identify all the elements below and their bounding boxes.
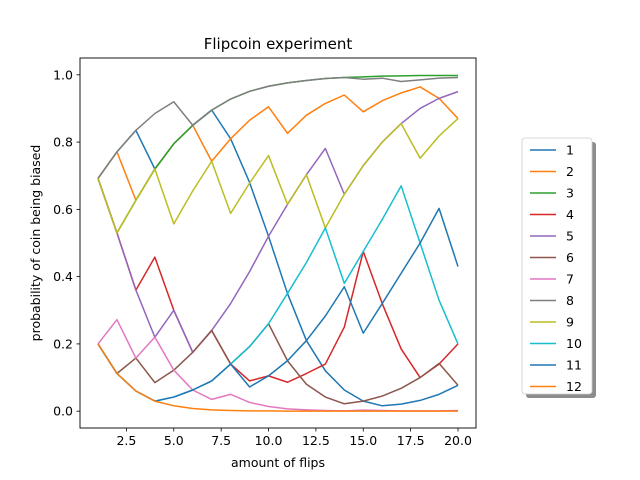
x-tick-label: 2.5: [116, 433, 136, 448]
legend-label-12: 12: [566, 379, 582, 394]
x-axis: 2.5 5.0 7.5 10.0 12.5 15.0 17.5 20.0: [116, 428, 472, 448]
series-line-4: [97, 178, 459, 383]
series-line-9: [97, 117, 459, 234]
legend-label-2: 2: [566, 164, 574, 179]
series-line-5: [97, 90, 459, 354]
y-axis: 0.0 0.2 0.4 0.6 0.8 1.0: [53, 67, 80, 419]
series-line-11: [97, 207, 459, 402]
x-tick-label: 12.5: [302, 433, 330, 448]
legend-label-11: 11: [566, 358, 582, 373]
y-axis-label: probability of coin being biased: [28, 145, 43, 342]
y-tick-label: 0.4: [53, 269, 73, 284]
chart-title: Flipcoin experiment: [204, 35, 353, 53]
legend-box: [521, 137, 593, 395]
legend-label-8: 8: [566, 293, 574, 308]
y-tick-label: 1.0: [53, 67, 73, 82]
plot-frame: [79, 57, 477, 429]
y-tick-label: 0.2: [53, 336, 73, 351]
legend-label-3: 3: [566, 186, 574, 201]
legend-label-9: 9: [566, 315, 574, 330]
x-tick-label: 15.0: [349, 433, 377, 448]
x-axis-label: amount of flips: [231, 455, 325, 470]
series-line-2: [97, 86, 459, 202]
x-tick-label: 10.0: [255, 433, 283, 448]
legend-label-6: 6: [566, 250, 574, 265]
y-tick-label: 0.8: [53, 135, 73, 150]
legend-label-5: 5: [566, 229, 574, 244]
x-tick-label: 7.5: [211, 433, 231, 448]
x-tick-label: 17.5: [397, 433, 425, 448]
series-line-12: [97, 343, 458, 412]
series-line-8: [97, 76, 459, 179]
plot-lines: [97, 74, 459, 412]
y-tick-label: 0.0: [53, 404, 73, 419]
series-line-6: [97, 322, 459, 405]
series-line-1: [97, 109, 459, 407]
legend-label-1: 1: [566, 143, 574, 158]
series-line-7: [97, 318, 459, 412]
series-line-3: [97, 74, 458, 234]
legend-label-10: 10: [566, 336, 582, 351]
y-tick-label: 0.6: [53, 202, 73, 217]
legend-label-7: 7: [566, 272, 574, 287]
x-tick-label: 5.0: [164, 433, 184, 448]
x-tick-label: 20.0: [444, 433, 472, 448]
legend-label-4: 4: [566, 207, 574, 222]
